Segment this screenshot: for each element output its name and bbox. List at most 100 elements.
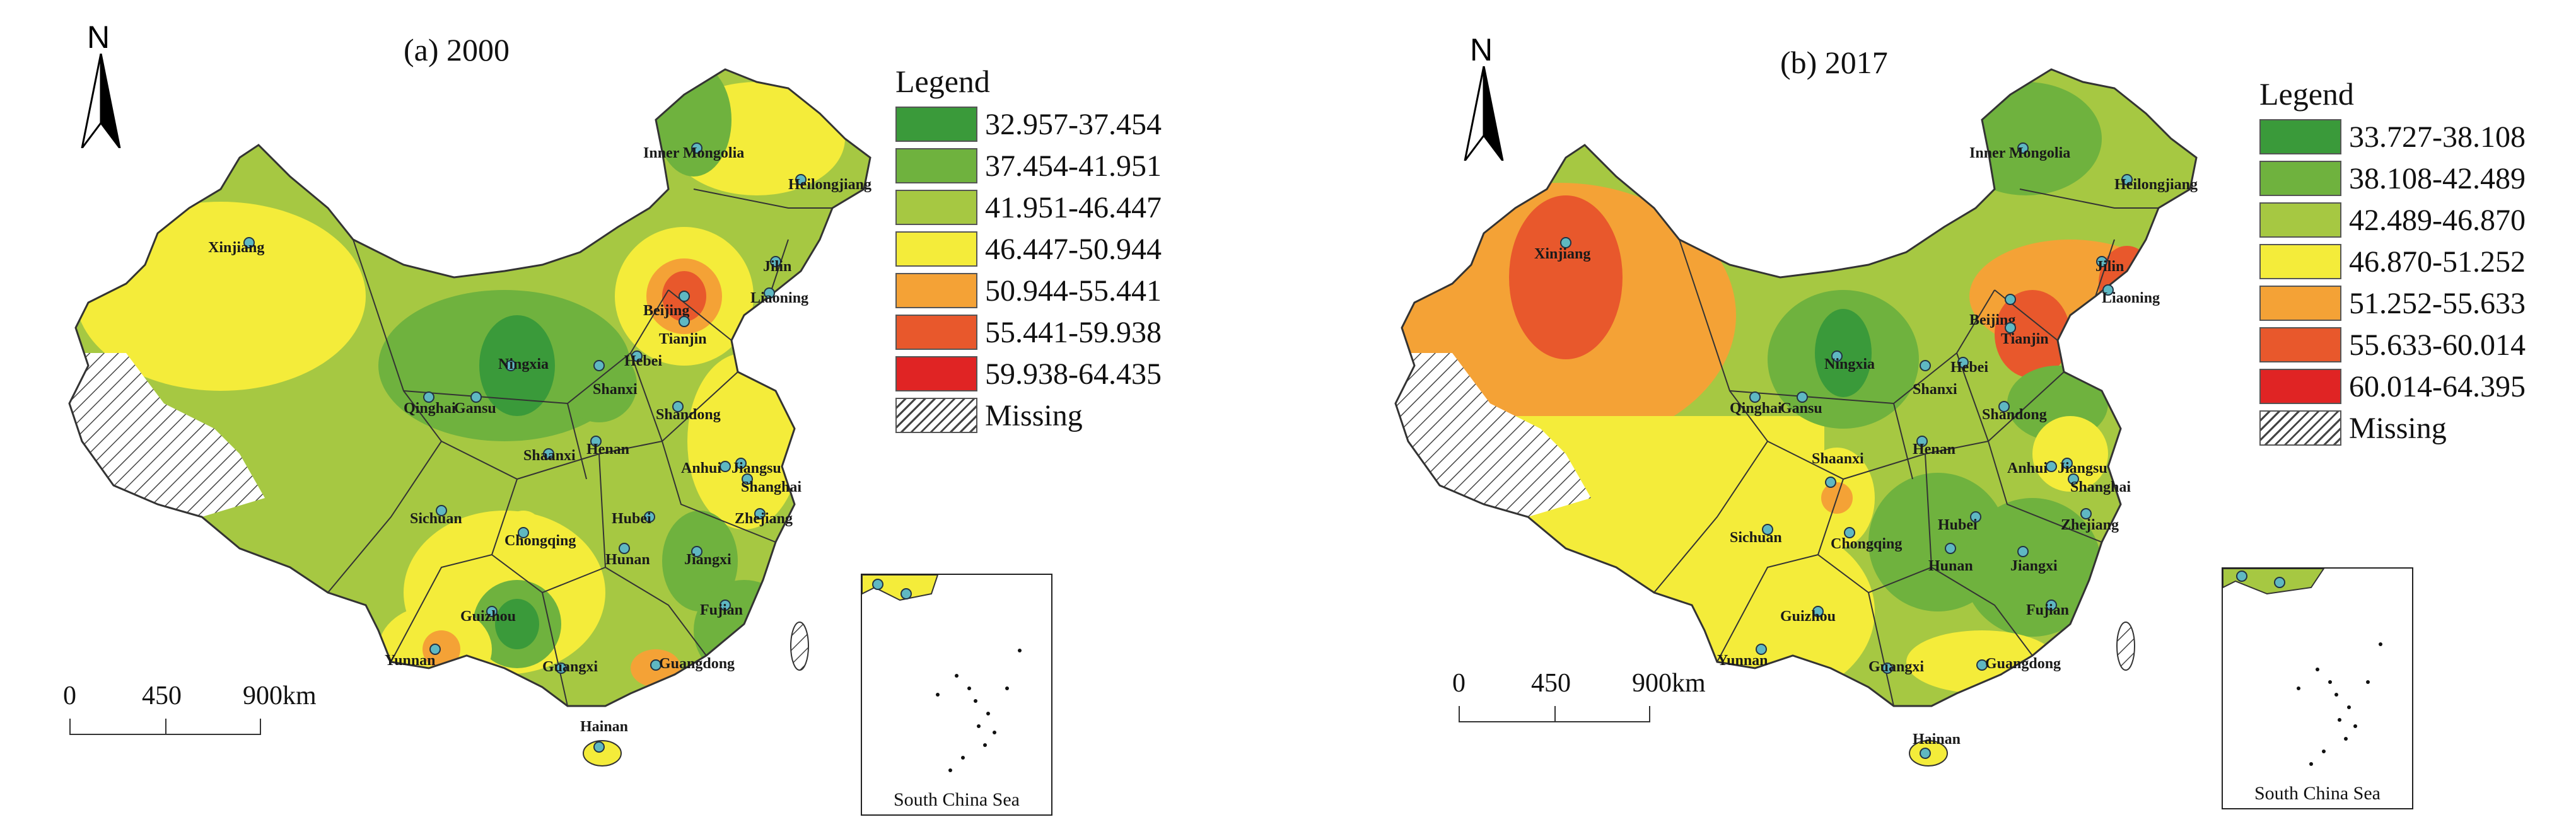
province-marker (679, 316, 690, 327)
province-marker (770, 256, 781, 267)
province-label: Qinghai (404, 400, 456, 417)
scale-label-900: 900km (1632, 669, 1706, 698)
legend-swatch (2259, 369, 2341, 404)
panel-title: (a) 2000 (404, 32, 510, 67)
legend-swatch (2259, 410, 2341, 446)
province-label: Gansu (1780, 400, 1822, 417)
province-label: Liaoning (750, 290, 808, 306)
province-label: Hunan (1928, 558, 1973, 574)
legend-label: 41.951-46.447 (985, 190, 1162, 224)
legend-swatch (895, 356, 977, 391)
legend-label: 55.441-59.938 (985, 315, 1162, 349)
legend-swatch (2259, 161, 2341, 196)
province-marker (429, 644, 441, 655)
province-marker (2017, 546, 2029, 557)
legend-swatch (895, 107, 977, 142)
province-label: Yunnan (1717, 652, 1768, 669)
province-marker (720, 599, 731, 611)
province-marker (619, 543, 630, 554)
province-label: Zhejiang (735, 511, 793, 527)
province-marker (679, 291, 690, 302)
legend-item: 37.454-41.951 (895, 145, 1162, 187)
province-label: Shanxi (1913, 381, 1957, 398)
province-marker (518, 527, 529, 538)
legend-swatch (2259, 202, 2341, 238)
province-marker (1976, 659, 1988, 671)
taiwan-missing (790, 622, 809, 671)
legend-swatch (895, 273, 977, 308)
province-marker (1844, 527, 1855, 538)
province-label: Chongqing (1831, 536, 1902, 552)
province-label: Jiangxi (2010, 558, 2058, 574)
south-china-sea-inset: South China Sea (861, 574, 1052, 816)
province-marker (735, 458, 747, 469)
legend-title: Legend (2259, 76, 2354, 112)
province-marker (2121, 174, 2133, 185)
province-marker (436, 505, 447, 516)
province-label: Hebei (1950, 359, 1988, 376)
province-label: Hainan (1913, 731, 1961, 748)
legend-label: 42.489-46.870 (2349, 203, 2526, 237)
province-label: Inner Mongolia (1969, 145, 2070, 161)
province-marker (1882, 663, 1893, 674)
legend-swatch (2259, 286, 2341, 321)
legend-label: 50.944-55.441 (985, 274, 1162, 308)
legend-swatch (895, 190, 977, 225)
province-label: Henan (1913, 441, 1955, 458)
legend-item: 59.938-64.435 (895, 353, 1162, 395)
province-marker (754, 508, 766, 519)
province-marker (2046, 461, 2057, 472)
province-borders (1653, 188, 2159, 707)
legend-item: Missing (895, 395, 1162, 436)
province-label: Ningxia (498, 356, 549, 373)
province-marker (1812, 606, 1824, 617)
province-marker (1825, 477, 1836, 488)
province-marker (1756, 644, 1767, 655)
legend-label: 55.633-60.014 (2349, 328, 2526, 362)
legend-swatch (895, 398, 977, 433)
scale-label-0: 0 (1452, 669, 1466, 698)
province-marker (795, 174, 807, 185)
province-marker (2005, 322, 2016, 333)
province-label: Fujian (700, 602, 743, 618)
legend-swatch (2259, 244, 2341, 279)
scale-label-900: 900km (243, 681, 317, 710)
province-label: Shanghai (2070, 479, 2131, 495)
province-marker (2005, 294, 2016, 305)
province-label: Shanxi (593, 381, 638, 398)
north-label: N (1470, 32, 1493, 67)
legend-item: 55.633-60.014 (2259, 324, 2526, 366)
province-marker (543, 448, 554, 460)
province-label: Shandong (1982, 407, 2047, 423)
legend-swatch (895, 148, 977, 183)
province-marker (1797, 391, 1808, 403)
province-label: Shandong (656, 407, 721, 423)
north-arrow-icon (81, 54, 121, 148)
scale-label-450: 450 (1531, 669, 1571, 698)
legend-label: Missing (2349, 411, 2447, 445)
province-marker (590, 436, 602, 447)
inset-caption: South China Sea (894, 789, 1020, 810)
province-marker (2080, 508, 2092, 519)
province-marker (672, 401, 684, 412)
legend-item: 50.944-55.441 (895, 270, 1162, 311)
scale-label-450: 450 (142, 681, 182, 710)
province-label: Jiangsu (731, 460, 781, 477)
north-arrow-icon (1464, 66, 1504, 161)
province-label: Tianjin (659, 331, 707, 347)
legend: Legend 32.957-37.454 37.454-41.951 41.951-… (895, 63, 1162, 436)
province-marker (505, 360, 516, 371)
choropleth-surface (69, 69, 870, 706)
taiwan-missing (2116, 622, 2135, 671)
province-marker (631, 350, 643, 362)
hainan-island (583, 740, 622, 767)
province-label: Jilin (763, 258, 791, 275)
province-label: Hubei (612, 511, 651, 527)
north-label: N (87, 20, 110, 55)
province-label: Jilin (2095, 258, 2124, 275)
province-label: Inner Mongolia (643, 145, 744, 161)
province-label: Ningxia (1824, 356, 1875, 373)
scale-bar: 0 450 900km (1452, 668, 1742, 744)
province-label: Beijing (643, 303, 689, 319)
province-label: Shanghai (741, 479, 801, 495)
